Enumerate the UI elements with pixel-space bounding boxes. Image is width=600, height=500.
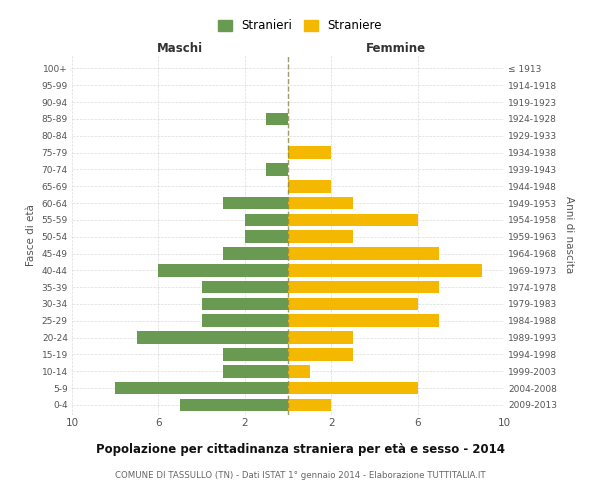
Bar [223, 247, 288, 260]
Bar [288, 281, 439, 293]
Bar [266, 112, 288, 125]
Bar [288, 332, 353, 344]
Legend: Stranieri, Straniere: Stranieri, Straniere [214, 16, 386, 36]
Bar [288, 298, 418, 310]
Bar [288, 230, 353, 243]
Bar [223, 196, 288, 209]
Bar [288, 180, 331, 192]
Bar [288, 146, 331, 159]
Text: Popolazione per cittadinanza straniera per età e sesso - 2014: Popolazione per cittadinanza straniera p… [95, 442, 505, 456]
Bar [245, 214, 288, 226]
Text: Femmine: Femmine [366, 42, 426, 55]
Bar [137, 332, 288, 344]
Bar [288, 398, 331, 411]
Bar [223, 348, 288, 360]
Bar [202, 314, 288, 327]
Bar [202, 281, 288, 293]
Bar [288, 214, 418, 226]
Bar [288, 314, 439, 327]
Bar [288, 247, 439, 260]
Bar [115, 382, 288, 394]
Bar [180, 398, 288, 411]
Bar [288, 382, 418, 394]
Bar [288, 264, 482, 276]
Bar [223, 365, 288, 378]
Bar [288, 348, 353, 360]
Text: Maschi: Maschi [157, 42, 203, 55]
Bar [202, 298, 288, 310]
Y-axis label: Anni di nascita: Anni di nascita [564, 196, 574, 274]
Bar [158, 264, 288, 276]
Text: COMUNE DI TASSULLO (TN) - Dati ISTAT 1° gennaio 2014 - Elaborazione TUTTITALIA.I: COMUNE DI TASSULLO (TN) - Dati ISTAT 1° … [115, 471, 485, 480]
Y-axis label: Fasce di età: Fasce di età [26, 204, 36, 266]
Bar [266, 163, 288, 175]
Bar [288, 196, 353, 209]
Bar [245, 230, 288, 243]
Bar [288, 365, 310, 378]
